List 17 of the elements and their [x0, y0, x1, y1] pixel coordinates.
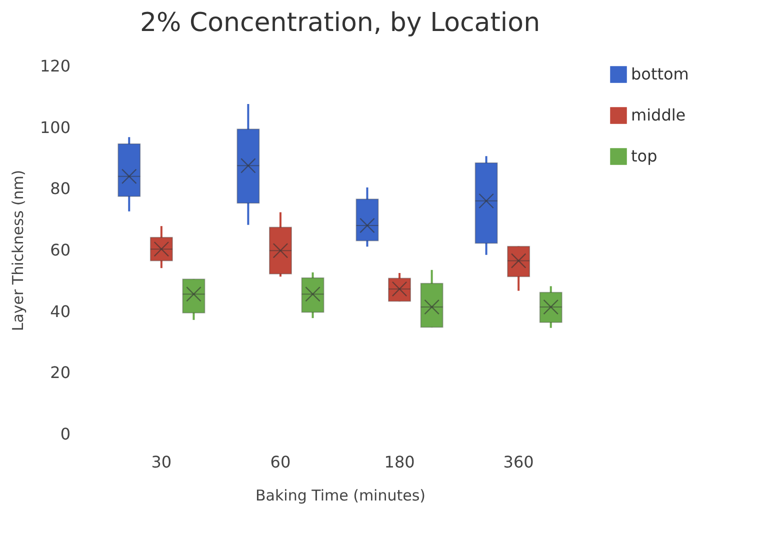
- x-tick-label: 30: [151, 452, 172, 472]
- y-tick-label: 0: [60, 424, 70, 444]
- y-axis-title: Layer Thickness (nm): [8, 170, 27, 332]
- y-tick-label: 20: [50, 363, 70, 382]
- x-tick-label: 180: [384, 452, 415, 472]
- x-axis-title: Baking Time (minutes): [255, 486, 426, 504]
- y-tick-label: 40: [50, 302, 70, 321]
- y-tick-label: 60: [50, 240, 70, 260]
- x-tick-label: 60: [270, 452, 291, 472]
- legend-label: bottom: [631, 64, 689, 84]
- y-tick-label: 100: [40, 118, 70, 137]
- legend-label: middle: [631, 106, 686, 124]
- y-tick-label: 120: [40, 56, 70, 76]
- legend-label: top: [631, 146, 658, 166]
- y-tick-label: 80: [50, 179, 70, 198]
- chart-title: 2% Concentration, by Location: [140, 8, 540, 38]
- x-tick-label: 360: [503, 452, 534, 472]
